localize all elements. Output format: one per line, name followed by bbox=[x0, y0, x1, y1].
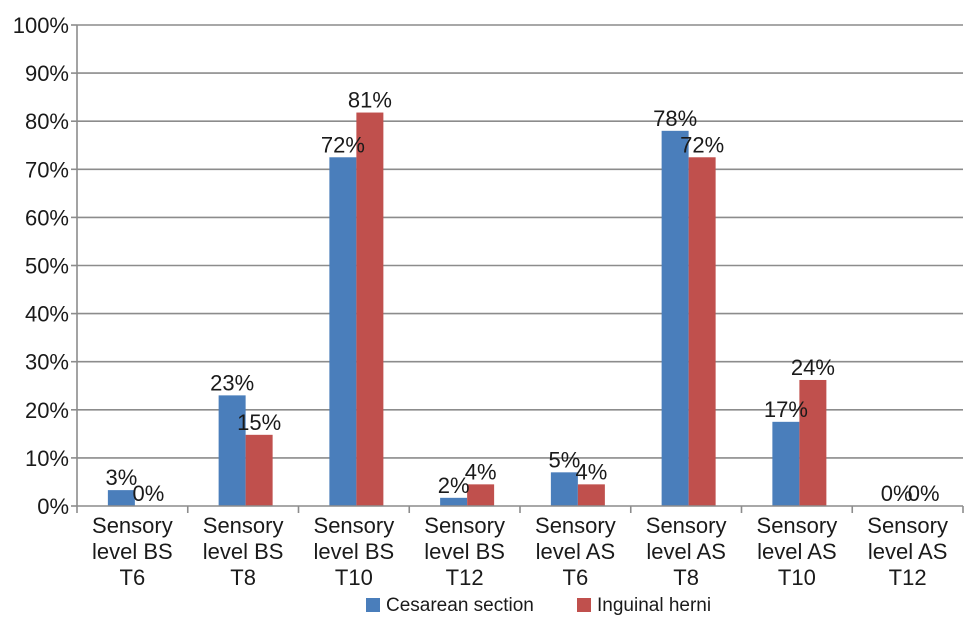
data-label: 23% bbox=[210, 370, 254, 395]
x-category-label-line: level BS bbox=[203, 539, 284, 564]
x-category-label: Sensory level BS T8 bbox=[203, 513, 284, 590]
x-category-label-line: level AS bbox=[536, 539, 616, 564]
y-tick-label: 60% bbox=[25, 205, 69, 230]
bar-cesarean-section bbox=[440, 497, 468, 506]
x-category-label-line: Sensory bbox=[314, 513, 395, 538]
data-label: 4% bbox=[575, 459, 607, 484]
x-category-label-line: T6 bbox=[563, 565, 589, 590]
x-category-label: Sensory level AS T6 bbox=[535, 513, 616, 590]
x-category-label-line: level AS bbox=[757, 539, 837, 564]
x-category-label-line: level AS bbox=[868, 539, 948, 564]
y-tick-label: 40% bbox=[25, 302, 69, 327]
x-category-label-line: Sensory bbox=[535, 513, 616, 538]
x-category-label-line: Sensory bbox=[757, 513, 838, 538]
bar-cesarean-section bbox=[218, 395, 246, 506]
legend-swatch bbox=[577, 598, 591, 612]
bar-inguinal-herni bbox=[245, 434, 273, 506]
bar-cesarean-section bbox=[550, 472, 578, 506]
legend-swatch bbox=[366, 598, 380, 612]
data-label: 72% bbox=[321, 132, 365, 157]
x-category-label: Sensory level AS T12 bbox=[867, 513, 948, 590]
data-label: 3% bbox=[105, 465, 137, 490]
bar-inguinal-herni bbox=[467, 484, 495, 506]
x-category-label-line: T12 bbox=[889, 565, 927, 590]
data-label: 24% bbox=[791, 355, 835, 380]
x-category-label: Sensory level BS T6 bbox=[92, 513, 173, 590]
x-category-label: Sensory level BS T10 bbox=[314, 513, 395, 590]
x-category-label-line: T12 bbox=[446, 565, 484, 590]
data-label: 15% bbox=[237, 410, 281, 435]
y-tick-label: 50% bbox=[25, 254, 69, 279]
legend: Cesarean section Inguinal herni bbox=[366, 595, 711, 616]
data-label: 0% bbox=[132, 481, 164, 506]
x-category-label: Sensory level AS T8 bbox=[646, 513, 727, 590]
x-category-label-line: level BS bbox=[314, 539, 395, 564]
data-label: 2% bbox=[438, 473, 470, 498]
bar-inguinal-herni bbox=[356, 112, 384, 507]
x-category-label-line: T10 bbox=[778, 565, 816, 590]
x-category-label: Sensory level AS T10 bbox=[757, 513, 838, 590]
x-category-label-line: Sensory bbox=[646, 513, 727, 538]
x-category-label: Sensory level BS T12 bbox=[424, 513, 505, 590]
x-category-label-line: T8 bbox=[230, 565, 256, 590]
x-category-label-line: T6 bbox=[120, 565, 146, 590]
bar-cesarean-section bbox=[107, 490, 135, 506]
bar-inguinal-herni bbox=[799, 379, 827, 506]
y-tick-label: 30% bbox=[25, 350, 69, 375]
bar-cesarean-section bbox=[661, 130, 689, 506]
data-label: 0% bbox=[881, 481, 913, 506]
y-tick-label: 0% bbox=[37, 494, 69, 519]
x-category-label-line: Sensory bbox=[203, 513, 284, 538]
bar-cesarean-section bbox=[772, 421, 800, 506]
x-category-label-line: level AS bbox=[646, 539, 726, 564]
y-axis-tick-labels: 0% 10% 20% 30% 40% 50% 60% 70% 80% 90% 100% bbox=[13, 13, 69, 519]
x-category-label-line: Sensory bbox=[92, 513, 173, 538]
bar-cesarean-section bbox=[329, 157, 357, 506]
bars bbox=[107, 112, 827, 507]
bar-inguinal-herni bbox=[688, 157, 716, 506]
x-category-label-line: T8 bbox=[673, 565, 699, 590]
y-tick-label: 10% bbox=[25, 446, 69, 471]
axes bbox=[71, 24, 964, 513]
y-tick-label: 20% bbox=[25, 398, 69, 423]
x-category-label-line: Sensory bbox=[867, 513, 948, 538]
x-category-label-line: Sensory bbox=[424, 513, 505, 538]
y-tick-label: 100% bbox=[13, 13, 69, 38]
y-tick-label: 80% bbox=[25, 109, 69, 134]
x-category-label-line: level BS bbox=[92, 539, 173, 564]
legend-label: Inguinal herni bbox=[597, 595, 711, 616]
y-tick-label: 90% bbox=[25, 61, 69, 86]
y-tick-label: 70% bbox=[25, 157, 69, 182]
data-label: 17% bbox=[764, 397, 808, 422]
data-label: 4% bbox=[465, 459, 497, 484]
data-labels: 3%23%72%2%5%78%17%0%0%15%81%4% 4%72%24%0% bbox=[105, 88, 939, 506]
bar-inguinal-herni bbox=[577, 484, 605, 506]
x-category-label-line: level BS bbox=[424, 539, 505, 564]
legend-label: Cesarean section bbox=[386, 595, 534, 616]
data-label: 78% bbox=[653, 106, 697, 131]
x-category-label-line: T10 bbox=[335, 565, 373, 590]
data-label: 0% bbox=[908, 481, 940, 506]
data-label: 72% bbox=[680, 132, 724, 157]
data-label: 81% bbox=[348, 88, 392, 113]
data-label: 5% bbox=[548, 447, 580, 472]
